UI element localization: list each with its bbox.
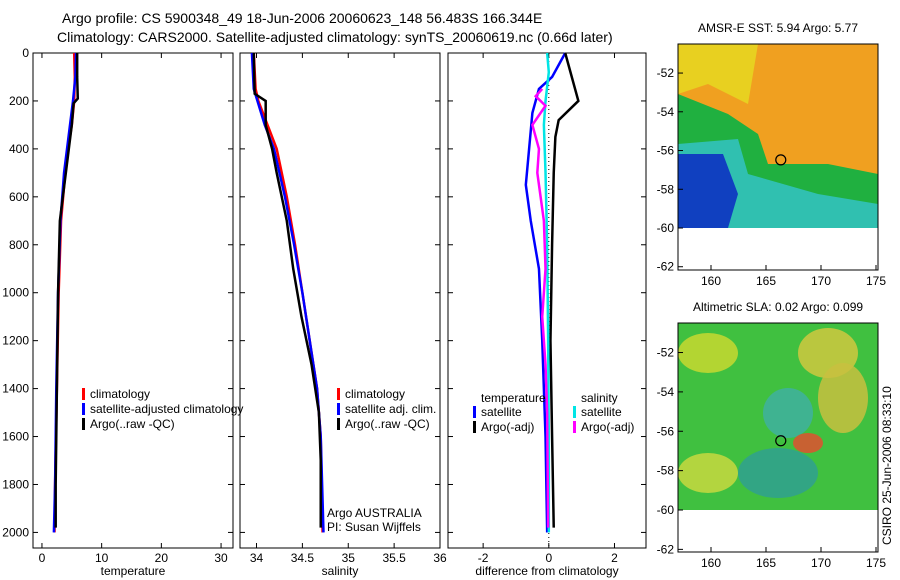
map-y-tick-label: -60 [657, 503, 675, 517]
sst-cold-region [678, 154, 738, 228]
legend-swatch [337, 403, 340, 415]
legend-label: climatology [90, 387, 150, 401]
side-label: CSIRO 25-Jun-2006 08:33:10 [880, 386, 894, 545]
x-tick-label: 36 [433, 551, 447, 565]
legend-swatch [573, 421, 576, 433]
map-y-tick-label: -56 [657, 424, 675, 438]
sla-anomaly-patch [763, 388, 813, 438]
map-y-tick-label: -58 [657, 464, 675, 478]
legend-swatch [82, 388, 85, 400]
y-tick-label: 600 [9, 190, 29, 204]
x-axis-label: salinity [322, 564, 359, 578]
argo-position-marker [775, 154, 787, 166]
sla-anomaly-patch [738, 448, 818, 498]
title-line-2: Climatology: CARS2000. Satellite-adjuste… [57, 29, 613, 45]
sla-anomaly-patch [793, 433, 823, 453]
y-tick-label: 200 [9, 94, 29, 108]
x-tick-label: 34 [250, 551, 264, 565]
x-tick-label: 30 [214, 551, 228, 565]
map-x-tick-label: 175 [866, 556, 886, 570]
legend-label: satellite [581, 405, 622, 419]
plot-frame [239, 52, 441, 549]
map-x-tick-label: 160 [701, 274, 721, 288]
y-tick-label: 1800 [2, 477, 29, 491]
map-y-tick-label: -54 [657, 385, 675, 399]
sla-anomaly-patch [678, 333, 738, 373]
x-tick-label: 35.5 [382, 551, 406, 565]
legend-label: satellite adj. clim. [345, 402, 436, 416]
map-x-tick-label: 170 [811, 274, 831, 288]
title-line-1: Argo profile: CS 5900348_49 18-Jun-2006 … [62, 10, 543, 26]
legend-swatch [473, 421, 476, 433]
map-y-tick-label: -58 [657, 182, 675, 196]
sla-anomaly-patch [678, 453, 738, 493]
sst-warm-region [678, 44, 758, 104]
plot-frame [447, 52, 647, 549]
legend-swatch [337, 418, 340, 430]
legend-swatch [82, 403, 85, 415]
map-x-tick-label: 165 [756, 556, 776, 570]
map-frame [677, 43, 879, 271]
map-x-tick-label: 170 [811, 556, 831, 570]
x-tick-label: 35 [342, 551, 356, 565]
plot-frame [32, 52, 234, 549]
series-line-salinity-argo-adj- [531, 88, 550, 528]
x-tick-label: 0 [39, 551, 46, 565]
x-tick-label: 0 [545, 551, 552, 565]
x-axis-label: temperature [101, 564, 166, 578]
x-axis-label: difference from climatology [475, 564, 618, 578]
map-y-tick-label: -56 [657, 144, 675, 158]
legend-label: Argo(..raw -QC) [90, 417, 175, 431]
legend-label: Argo(..raw -QC) [345, 417, 430, 431]
legend-title: salinity [581, 391, 618, 405]
series-line-salinity-satellite [542, 52, 551, 533]
y-tick-label: 1400 [2, 382, 29, 396]
y-tick-label: 0 [22, 46, 29, 60]
y-tick-label: 1600 [2, 430, 29, 444]
x-tick-label: -2 [478, 551, 489, 565]
legend-label: satellite [481, 405, 522, 419]
series-line-temperature-argo-adj- [549, 52, 580, 528]
map-x-tick-label: 160 [701, 556, 721, 570]
legend-label: climatology [345, 387, 405, 401]
legend-label: Argo(-adj) [481, 420, 534, 434]
map-x-tick-label: 165 [756, 274, 776, 288]
map-y-tick-label: -52 [657, 346, 675, 360]
map-frame [677, 322, 879, 553]
map-title: AMSR-E SST: 5.94 Argo: 5.77 [698, 21, 858, 35]
y-tick-label: 2000 [2, 525, 29, 539]
argo-position-marker [775, 435, 787, 447]
y-tick-label: 800 [9, 238, 29, 252]
map-y-tick-label: -62 [657, 542, 675, 556]
y-tick-label: 1000 [2, 286, 29, 300]
legend-swatch [473, 406, 476, 418]
map-y-tick-label: -54 [657, 105, 675, 119]
series-line-argo-raw-qc- [54, 53, 80, 528]
y-tick-label: 400 [9, 142, 29, 156]
legend-title: temperature [481, 391, 546, 405]
map-y-tick-label: -60 [657, 221, 675, 235]
series-line-temperature-satellite [524, 52, 567, 533]
series-line-argo-raw-qc- [252, 52, 322, 528]
map-title: Altimetric SLA: 0.02 Argo: 0.099 [693, 300, 863, 314]
legend-label: Argo(-adj) [581, 420, 634, 434]
map-x-tick-label: 175 [866, 274, 886, 288]
series-line-satellite-adj-clim- [250, 52, 325, 533]
y-tick-label: 1200 [2, 334, 29, 348]
legend-swatch [82, 418, 85, 430]
x-tick-label: 20 [155, 551, 169, 565]
map-y-tick-label: -52 [657, 66, 675, 80]
map-y-tick-label: -62 [657, 260, 675, 274]
x-tick-label: 10 [95, 551, 109, 565]
annotation-text: PI: Susan Wijffels [327, 520, 421, 534]
annotation-text: Argo AUSTRALIA [327, 506, 422, 520]
sla-anomaly-patch [818, 363, 868, 433]
x-tick-label: 2 [611, 551, 618, 565]
x-tick-label: 34.5 [291, 551, 315, 565]
legend-swatch [573, 406, 576, 418]
legend-swatch [337, 388, 340, 400]
legend-label: satellite-adjusted climatology [90, 402, 243, 416]
